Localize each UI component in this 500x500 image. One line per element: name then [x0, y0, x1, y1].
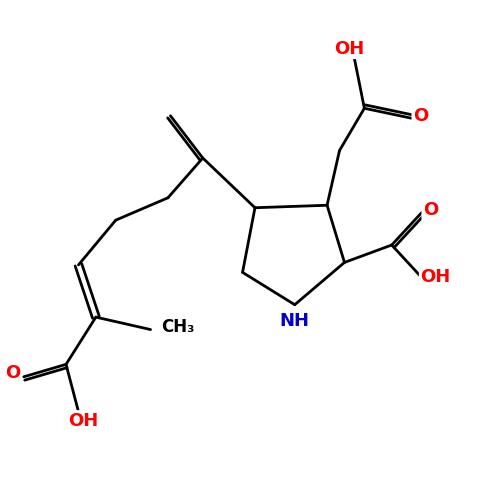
Text: OH: OH — [68, 412, 98, 430]
Text: O: O — [423, 201, 438, 219]
Text: OH: OH — [420, 268, 450, 286]
Text: CH₃: CH₃ — [162, 318, 195, 336]
Text: O: O — [5, 364, 20, 382]
Text: NH: NH — [280, 312, 310, 330]
Text: OH: OH — [334, 40, 364, 58]
Text: O: O — [413, 107, 428, 124]
